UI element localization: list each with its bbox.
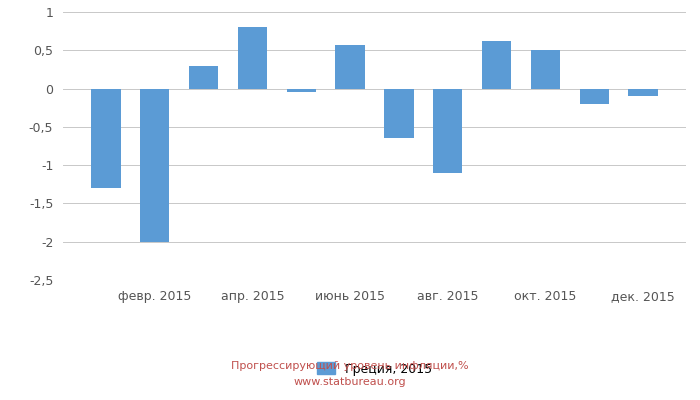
Bar [433, 88, 463, 173]
Text: Прогрессирующий уровень инфляции,%: Прогрессирующий уровень инфляции,% [231, 361, 469, 371]
Bar [91, 88, 120, 188]
Bar [629, 88, 658, 96]
Bar [580, 88, 609, 104]
Bar [238, 27, 267, 88]
Legend: Греция, 2015: Греция, 2015 [317, 362, 432, 376]
Bar [384, 88, 414, 138]
Bar [335, 45, 365, 88]
Text: www.statbureau.org: www.statbureau.org [294, 377, 406, 387]
Bar [531, 50, 560, 88]
Bar [140, 88, 169, 242]
Bar [189, 66, 218, 88]
Bar [482, 41, 511, 88]
Bar [286, 88, 316, 92]
